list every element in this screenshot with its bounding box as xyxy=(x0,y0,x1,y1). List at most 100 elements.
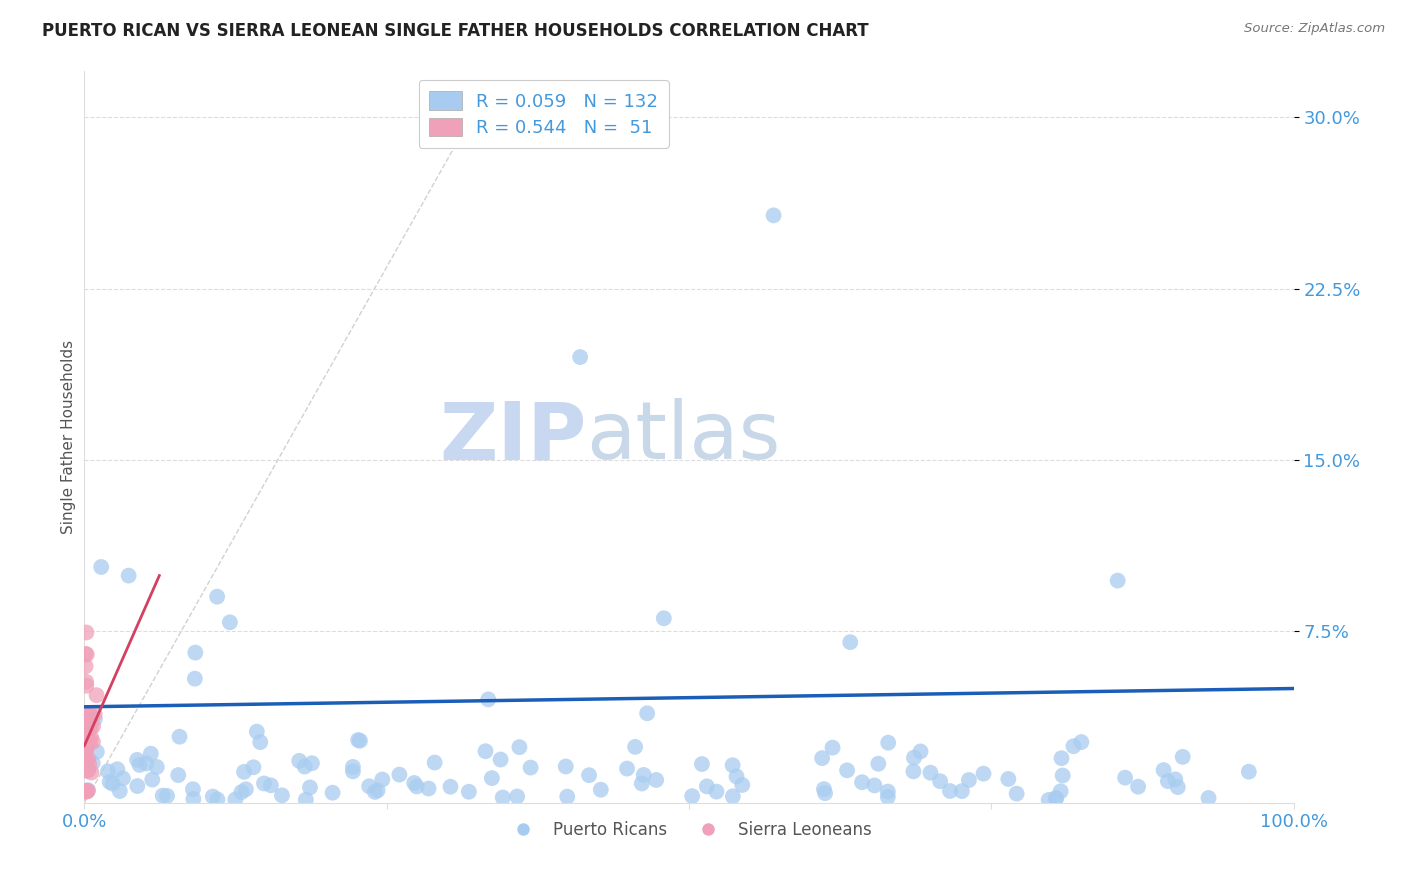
Point xyxy=(457,785,479,799)
Point xyxy=(903,764,925,779)
Point xyxy=(814,786,837,800)
Point xyxy=(246,724,269,739)
Point xyxy=(75,753,97,767)
Point xyxy=(877,736,900,750)
Point xyxy=(77,708,100,723)
Point xyxy=(75,759,97,773)
Point xyxy=(75,784,97,798)
Point xyxy=(813,782,835,797)
Point xyxy=(90,560,112,574)
Point xyxy=(152,789,174,803)
Point xyxy=(554,759,576,773)
Legend: Puerto Ricans, Sierra Leoneans: Puerto Ricans, Sierra Leoneans xyxy=(499,814,879,846)
Point xyxy=(156,789,179,803)
Point xyxy=(271,789,294,803)
Point xyxy=(910,744,932,758)
Point xyxy=(1164,772,1187,787)
Point xyxy=(97,764,120,779)
Point xyxy=(347,733,370,747)
Point xyxy=(423,756,446,770)
Point xyxy=(75,674,97,689)
Point xyxy=(295,793,318,807)
Point xyxy=(418,781,440,796)
Point xyxy=(301,756,323,771)
Point xyxy=(253,776,276,790)
Point xyxy=(181,782,204,797)
Point xyxy=(76,728,98,742)
Point xyxy=(1114,771,1136,785)
Point xyxy=(80,765,103,780)
Point xyxy=(721,758,744,772)
Point xyxy=(75,740,97,755)
Point xyxy=(322,786,344,800)
Point xyxy=(439,780,461,794)
Point xyxy=(364,785,387,799)
Point xyxy=(75,720,97,734)
Point xyxy=(75,740,97,755)
Point xyxy=(1198,791,1220,805)
Point xyxy=(957,772,980,787)
Point xyxy=(141,772,163,787)
Point xyxy=(219,615,242,630)
Point xyxy=(652,611,675,625)
Point xyxy=(139,747,162,761)
Point xyxy=(233,764,256,779)
Point xyxy=(82,719,104,733)
Point xyxy=(86,745,108,759)
Point xyxy=(371,772,394,787)
Point xyxy=(128,758,150,772)
Point xyxy=(224,792,246,806)
Point xyxy=(706,784,728,798)
Point xyxy=(1237,764,1260,779)
Point xyxy=(1070,735,1092,749)
Point xyxy=(75,744,97,758)
Point xyxy=(1107,574,1129,588)
Point xyxy=(835,764,858,778)
Point xyxy=(167,768,190,782)
Point xyxy=(288,754,311,768)
Point xyxy=(75,730,97,744)
Point xyxy=(75,740,97,755)
Y-axis label: Single Father Households: Single Father Households xyxy=(60,340,76,534)
Point xyxy=(721,789,744,804)
Point xyxy=(75,741,97,756)
Point xyxy=(481,771,503,785)
Point xyxy=(811,751,834,765)
Point xyxy=(183,792,205,806)
Point xyxy=(135,756,157,771)
Point xyxy=(477,692,499,706)
Point xyxy=(489,753,512,767)
Point xyxy=(359,779,381,793)
Point xyxy=(1045,791,1067,805)
Point xyxy=(201,789,224,804)
Point xyxy=(76,648,98,662)
Point xyxy=(1157,774,1180,789)
Text: ZIP: ZIP xyxy=(439,398,586,476)
Point xyxy=(868,756,890,771)
Point xyxy=(75,738,97,752)
Point xyxy=(76,784,98,798)
Point xyxy=(80,730,103,744)
Point xyxy=(75,758,97,772)
Point xyxy=(75,717,97,731)
Point xyxy=(76,725,98,739)
Point xyxy=(79,736,101,750)
Point xyxy=(77,763,100,777)
Point xyxy=(75,709,97,723)
Point xyxy=(205,590,228,604)
Point xyxy=(79,757,101,772)
Point xyxy=(555,789,578,804)
Point xyxy=(569,350,592,364)
Point xyxy=(75,784,97,798)
Point xyxy=(260,778,283,792)
Point xyxy=(1126,780,1149,794)
Point xyxy=(405,780,427,794)
Point xyxy=(79,707,101,722)
Point xyxy=(1052,768,1074,782)
Point xyxy=(1153,763,1175,777)
Point xyxy=(731,778,754,792)
Point xyxy=(1050,751,1073,765)
Point xyxy=(1045,791,1067,805)
Point xyxy=(75,758,97,772)
Point xyxy=(939,784,962,798)
